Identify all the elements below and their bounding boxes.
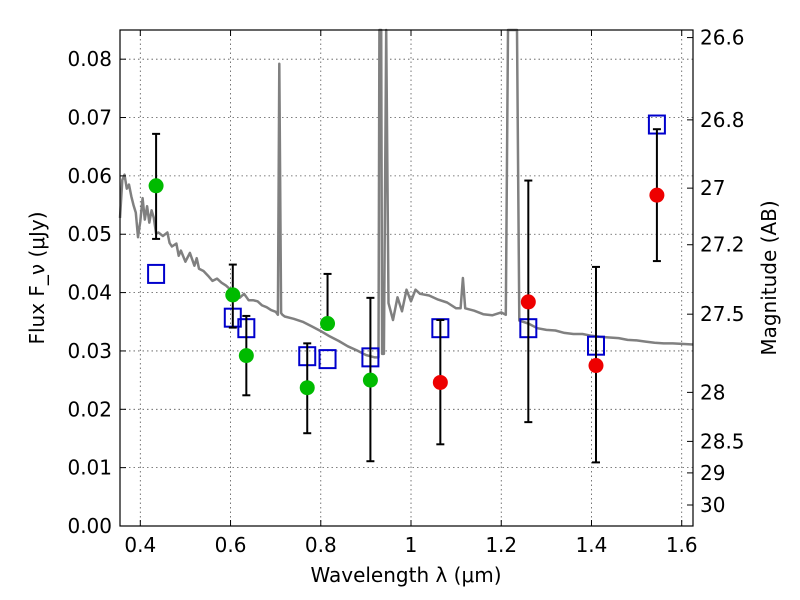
x-tick-label: 0.4 [124, 533, 156, 557]
observed-point-nir [520, 294, 536, 310]
magnitude-tick-label: 28.5 [700, 429, 745, 453]
magnitude-tick-label: 26.6 [700, 26, 745, 50]
plot-frame [119, 29, 694, 527]
magnitude-axis-ticks: 26.6 26.8 27 27.2 27.5 28 28.5 29 30 [687, 26, 745, 517]
model-photometry-square [318, 349, 337, 370]
x-tick-label: 0.8 [305, 533, 337, 557]
magnitude-tick-label: 28 [700, 380, 725, 404]
observed-point-optical [238, 348, 254, 364]
observed-points-layer [148, 178, 665, 396]
observed-point-optical [320, 316, 336, 332]
y-axis-label: Flux F_ν (μJy) [25, 211, 49, 344]
y-tick-label: 0.06 [67, 164, 112, 188]
x-tick-label: 1.4 [576, 533, 608, 557]
x-tick-label: 1.6 [666, 533, 698, 557]
model-photometry-square [147, 263, 166, 284]
x-tick-label: 1 [405, 533, 418, 557]
observed-point-nir [649, 187, 665, 203]
x-axis-label: Wavelength λ (μm) [310, 563, 501, 587]
y-tick-label: 0.00 [67, 514, 112, 538]
x-axis-ticks: 0.4 0.6 0.8 1 1.2 1.4 1.6 [124, 30, 698, 557]
x-tick-label: 0.6 [215, 533, 247, 557]
observed-point-nir [432, 374, 448, 390]
model-spectrum-layer [118, 28, 694, 359]
observed-point-optical [148, 178, 164, 194]
grid-layer [120, 30, 693, 526]
magnitude-tick-label: 27.2 [700, 233, 745, 257]
magnitude-tick-label: 30 [700, 493, 725, 517]
observed-point-optical [299, 380, 315, 396]
y-tick-label: 0.08 [67, 47, 112, 71]
magnitude-tick-label: 26.8 [700, 108, 745, 132]
y-tick-label: 0.04 [67, 281, 112, 305]
y-tick-label: 0.03 [67, 339, 112, 363]
y-tick-label: 0.05 [67, 222, 112, 246]
y-axis-ticks: 0.00 0.01 0.02 0.03 0.04 0.05 0.06 0.07 0.08 [67, 47, 126, 538]
y-tick-label: 0.01 [67, 456, 112, 480]
magnitude-tick-label: 27 [700, 176, 725, 200]
magnitude-tick-label: 27.5 [700, 302, 745, 326]
magnitude-axis-label: Magnitude (AB) [757, 200, 781, 355]
observed-point-optical [362, 372, 378, 388]
x-tick-label: 1.2 [485, 533, 517, 557]
observed-point-optical [225, 287, 241, 303]
magnitude-tick-label: 29 [700, 461, 725, 485]
y-tick-label: 0.02 [67, 397, 112, 421]
observed-point-nir [588, 358, 604, 374]
model-photometry-layer [147, 114, 666, 370]
y-tick-label: 0.07 [67, 106, 112, 130]
model-spectrum-line [118, 28, 694, 359]
